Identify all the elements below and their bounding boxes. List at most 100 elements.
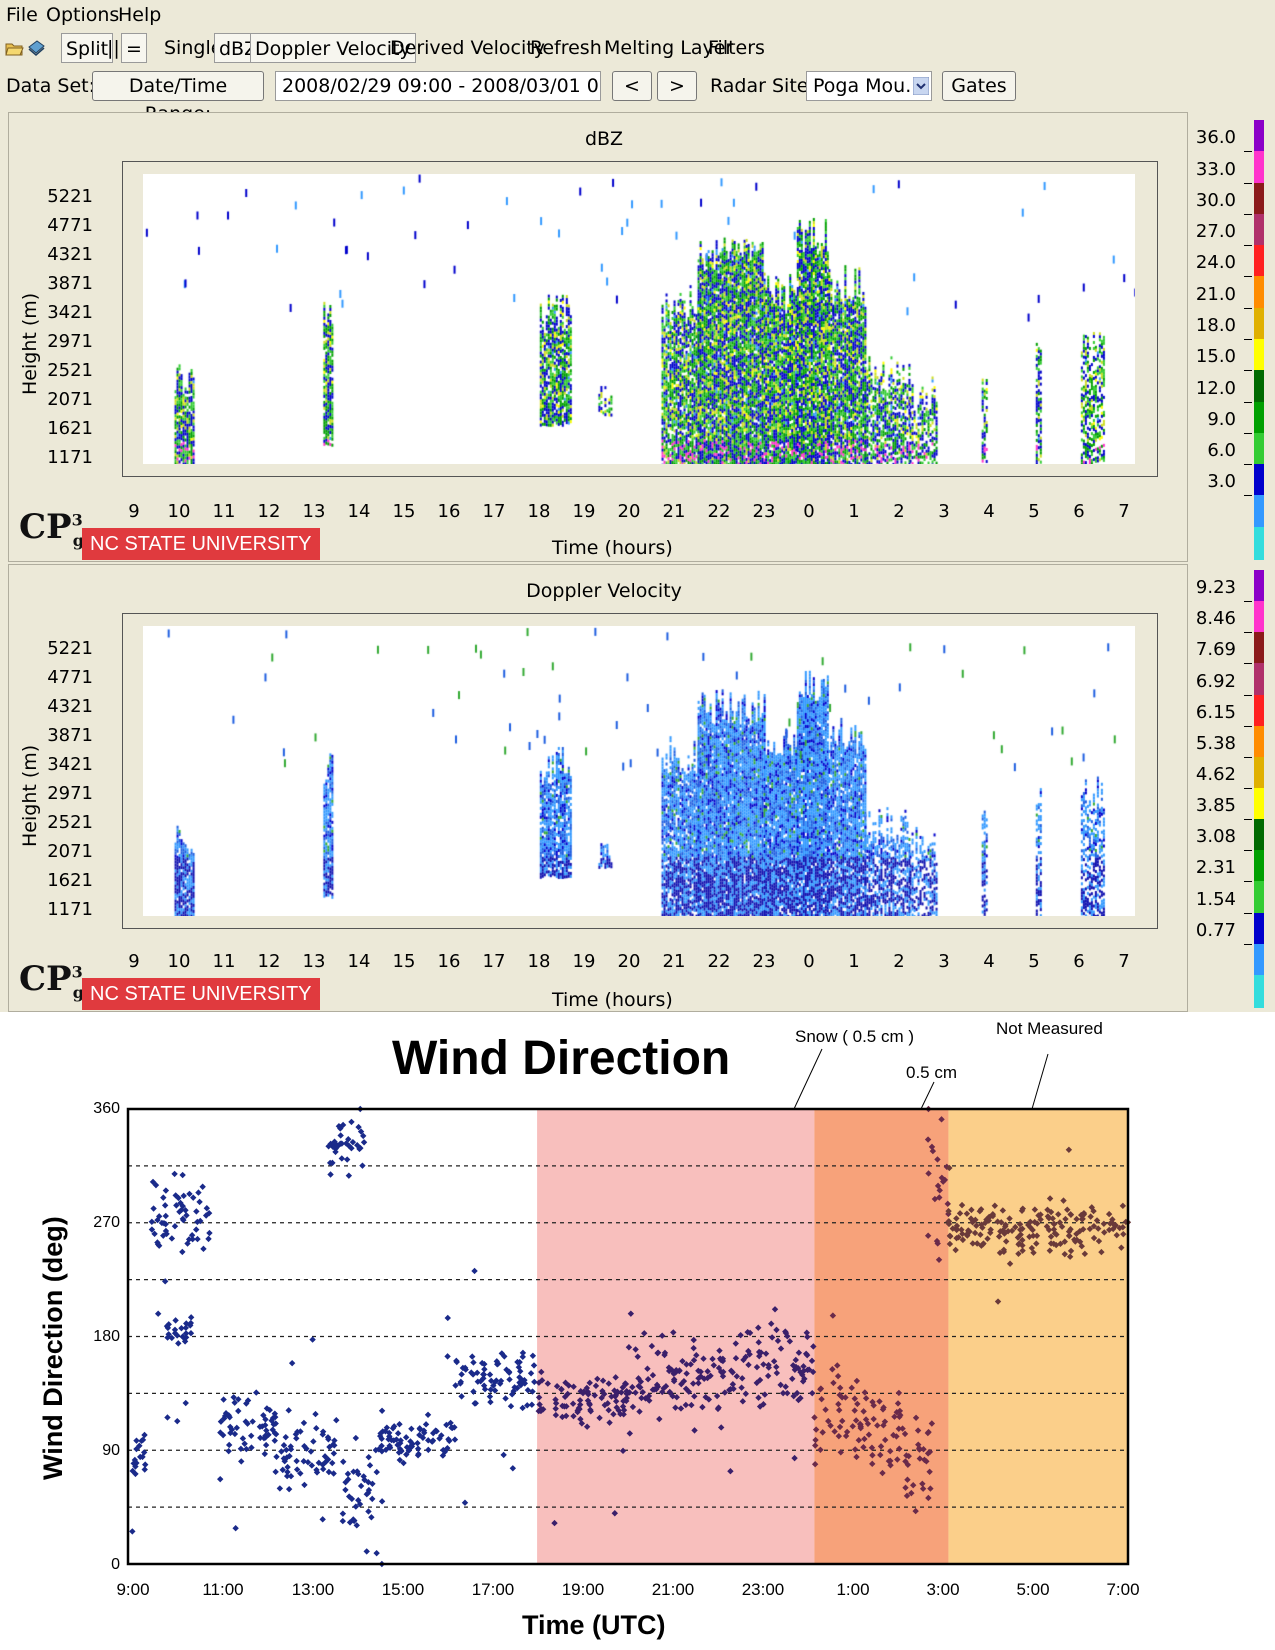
y-tick: 1621 [47, 418, 93, 439]
data-point [396, 1421, 403, 1428]
data-point [331, 1437, 338, 1444]
menu-options[interactable]: Options [46, 4, 120, 26]
filters-button[interactable]: Filters [708, 37, 765, 59]
data-point [481, 1366, 488, 1373]
data-point [509, 1465, 517, 1472]
data-point [490, 1382, 497, 1389]
colorbar-tick-label: 24.0 [1195, 252, 1236, 274]
data-point [1025, 1221, 1032, 1229]
data-point [887, 1457, 894, 1465]
data-point [746, 1351, 753, 1358]
next-button[interactable]: > [657, 71, 697, 101]
save-disk-icon[interactable] [26, 38, 46, 58]
data-point [322, 1458, 330, 1465]
data-point [285, 1485, 293, 1493]
data-point [904, 1476, 911, 1483]
x-tick: 11 [212, 951, 236, 972]
data-point [151, 1230, 158, 1238]
data-point [587, 1408, 594, 1415]
data-point [1047, 1233, 1055, 1240]
data-point [378, 1498, 386, 1505]
x-tick: 0 [803, 951, 815, 972]
dataset-label: Data Set: [6, 75, 96, 97]
colorbar-tick-label: 5.38 [1195, 732, 1236, 754]
open-folder-icon[interactable] [4, 38, 24, 58]
data-point [576, 1405, 583, 1413]
colorbar-tick-mark [1244, 850, 1252, 852]
dataset-row: Data Set: Date/Time Range: 2008/02/29 09… [0, 70, 1275, 125]
data-point [925, 1170, 932, 1177]
colorbar-tick-mark [1244, 464, 1252, 466]
data-point [719, 1373, 727, 1380]
x-tick: 9:00 [116, 1580, 150, 1599]
data-point [339, 1517, 346, 1525]
data-point [1033, 1232, 1041, 1239]
colorbar-swatch [1254, 182, 1264, 217]
data-point [288, 1359, 296, 1367]
previous-button[interactable]: < [612, 71, 652, 101]
data-point [217, 1475, 224, 1483]
colorbar-tick-label: 6.15 [1195, 701, 1236, 723]
menu-file[interactable]: File [6, 4, 38, 26]
data-point [414, 1445, 422, 1452]
data-point [527, 1370, 535, 1377]
x-tick: 3:00 [926, 1580, 960, 1599]
colorbar-tick-mark [1244, 756, 1252, 758]
data-point [999, 1207, 1007, 1214]
colorbar-swatch [1254, 370, 1264, 404]
date-time-range-button[interactable]: Date/Time Range: [92, 71, 264, 125]
colorbar-tick-mark [1244, 401, 1252, 403]
split-button[interactable]: Split [61, 33, 114, 63]
data-point [452, 1382, 459, 1389]
data-point [611, 1510, 618, 1517]
data-point [131, 1456, 139, 1464]
data-point [369, 1495, 376, 1503]
data-point [719, 1355, 727, 1362]
colorbar-swatch [1254, 339, 1264, 373]
data-point [140, 1449, 148, 1456]
data-point [612, 1398, 620, 1405]
data-point [517, 1381, 525, 1389]
data-point [330, 1450, 338, 1457]
data-point [629, 1383, 636, 1391]
vertical-split-button[interactable]: || [107, 37, 120, 59]
data-point [535, 1394, 543, 1401]
colorbar-swatch [1254, 974, 1264, 1009]
data-point [1000, 1246, 1008, 1254]
data-point [469, 1353, 476, 1360]
gates-button[interactable]: Gates [942, 71, 1016, 101]
x-tick: 6 [1073, 951, 1085, 972]
radar-site-select[interactable]: Poga Mou... [806, 71, 932, 101]
data-point [629, 1403, 637, 1411]
date-time-range-field[interactable]: 2008/02/29 09:00 - 2008/03/01 07:00 [275, 71, 601, 101]
data-point [309, 1336, 316, 1343]
data-point [514, 1384, 521, 1392]
data-point [448, 1424, 455, 1431]
data-point [591, 1392, 598, 1399]
data-point [1116, 1224, 1123, 1232]
data-point [480, 1371, 487, 1378]
data-point [345, 1172, 353, 1179]
data-point [444, 1314, 451, 1322]
data-point [242, 1418, 249, 1425]
doppler-velocity-button[interactable]: Doppler Velocity [250, 33, 416, 63]
data-point [337, 1140, 344, 1147]
data-point [1064, 1206, 1071, 1213]
data-point [808, 1357, 816, 1365]
x-tick: 19 [572, 951, 596, 972]
data-point [695, 1379, 702, 1387]
single-button[interactable]: Single [164, 37, 223, 59]
derived-velocity-button[interactable]: Derived Velocity [390, 37, 545, 59]
y-tick: 5221 [47, 186, 93, 207]
data-point [330, 1470, 337, 1477]
data-point [912, 1414, 920, 1422]
menu-help[interactable]: Help [118, 4, 162, 26]
horizontal-split-button[interactable]: = [121, 33, 147, 63]
melting-layer-button[interactable]: Melting Layer [604, 37, 734, 59]
refresh-button[interactable]: Refresh [530, 37, 602, 59]
data-point [714, 1405, 722, 1413]
colorbar-tick-mark [1244, 694, 1252, 696]
chevron-down-icon[interactable] [913, 77, 929, 95]
data-point [233, 1424, 240, 1432]
data-point [400, 1459, 407, 1467]
